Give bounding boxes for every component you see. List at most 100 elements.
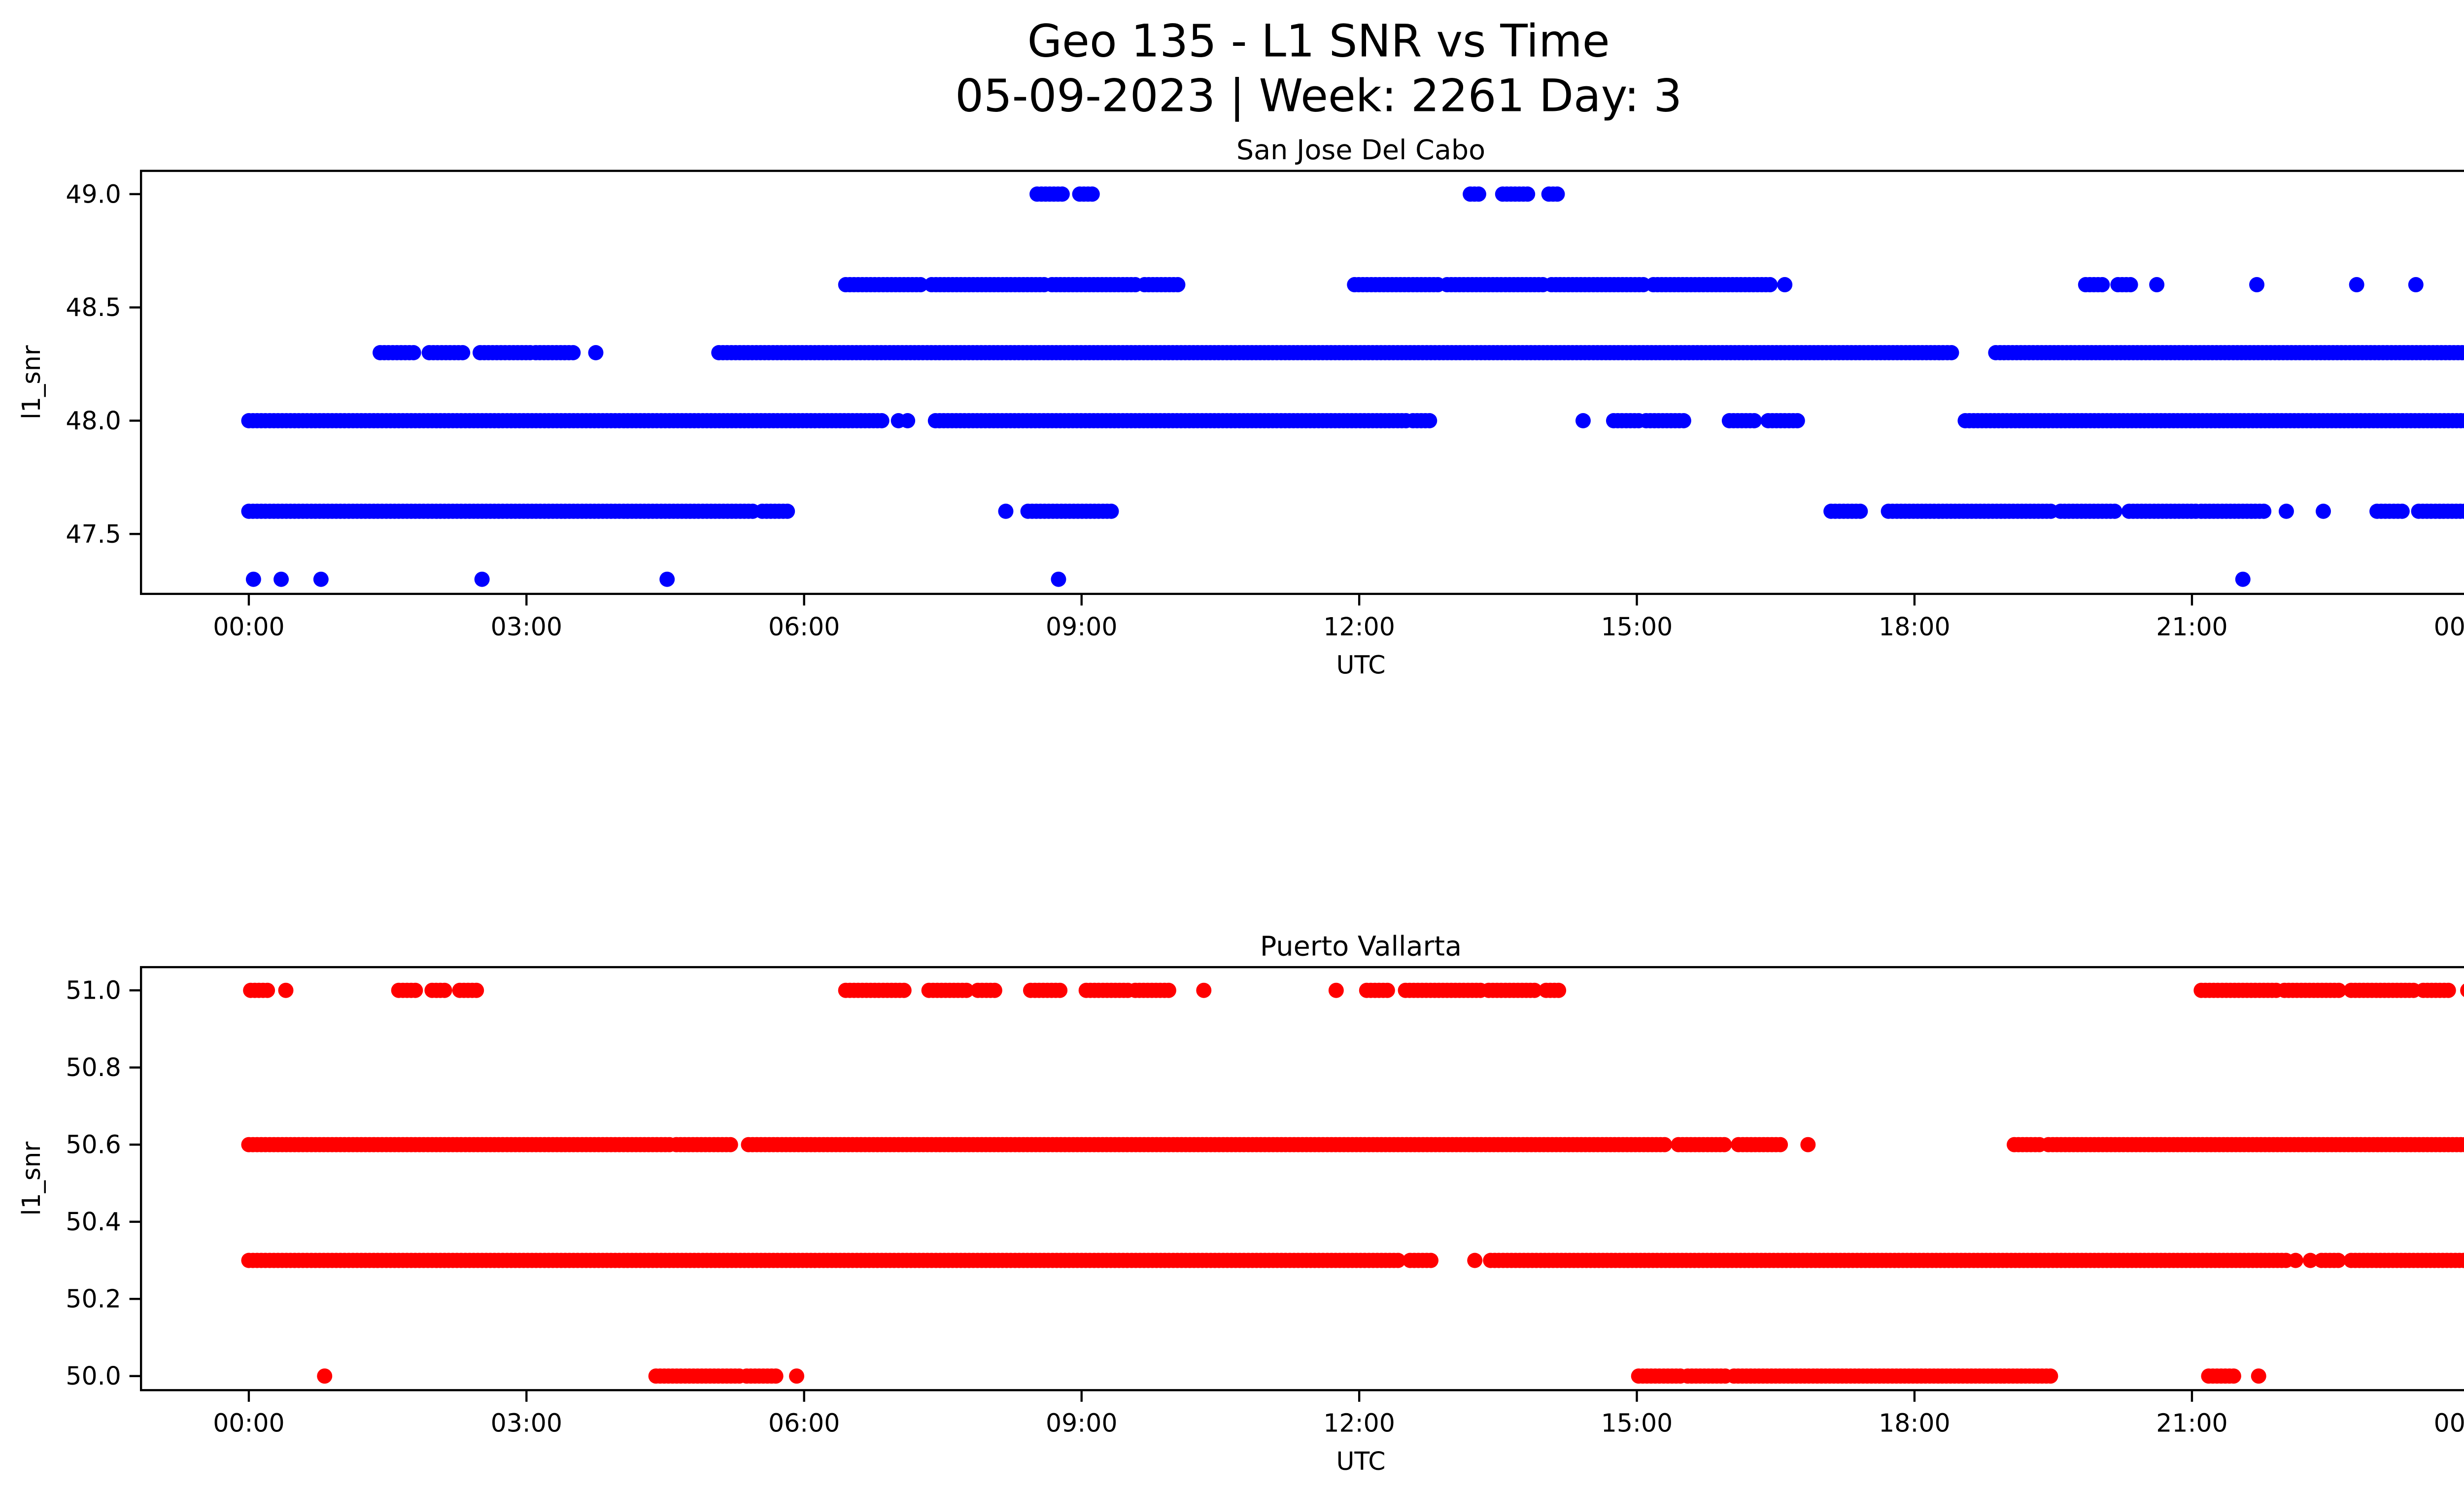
data-point — [1328, 982, 1344, 998]
subplot-san-jose-del-cabo: San Jose Del Cabo 00:00 03:00 06:00 09:00 12… — [17, 134, 2464, 679]
data-point — [1161, 982, 1176, 998]
y-tick-label: 48.0 — [66, 406, 121, 435]
subplot-title: Puerto Vallarta — [1260, 931, 1462, 963]
data-point — [1551, 982, 1567, 998]
data-point — [2149, 277, 2165, 293]
data-point — [1467, 1252, 1483, 1268]
x-tick-label: 12:00 — [1323, 612, 1395, 641]
data-point — [900, 413, 916, 428]
data-point — [1471, 186, 1486, 202]
data-point — [2330, 1252, 2346, 1268]
data-point — [2394, 503, 2410, 519]
data-point — [1390, 1252, 1406, 1268]
x-tick-label: 00:00 — [213, 612, 284, 641]
data-point — [2302, 1252, 2318, 1268]
x-tick-label: 06:00 — [768, 612, 840, 641]
data-point — [1054, 186, 1070, 202]
data-point — [437, 982, 452, 998]
x-axis-label: UTC — [1336, 650, 1385, 679]
y-axis-label: l1_snr — [17, 345, 46, 419]
data-point — [2460, 1253, 2464, 1267]
y-tick-label: 50.8 — [66, 1053, 121, 1082]
x-tick-label: 00:00 — [213, 1408, 284, 1437]
data-point — [1052, 982, 1068, 998]
data-point — [2331, 982, 2347, 998]
data-point — [2235, 571, 2251, 587]
data-point — [260, 982, 275, 998]
data-point — [896, 982, 912, 998]
data-point — [1762, 277, 1778, 293]
data-point — [565, 345, 581, 360]
x-tick-label: 03:00 — [491, 612, 562, 641]
y-axis-label: l1_snr — [17, 1142, 46, 1216]
data-point — [1423, 1252, 1439, 1268]
axis-ticks: 00:00 03:00 06:00 09:00 12:00 15:00 18:00 21:00… — [66, 179, 2464, 641]
y-tick-label: 49.0 — [66, 179, 121, 209]
data-point — [1422, 413, 1437, 428]
data-point — [2408, 277, 2424, 293]
data-point — [2461, 505, 2464, 518]
data-point — [913, 277, 928, 293]
data-point — [1657, 1137, 1673, 1152]
data-point — [474, 571, 490, 587]
data-point — [2107, 503, 2122, 519]
data-point — [2459, 345, 2464, 360]
data-point — [1716, 1137, 1732, 1152]
axes-frame — [139, 966, 2464, 1391]
y-tick-label: 48.5 — [66, 293, 121, 322]
y-tick-label: 47.5 — [66, 520, 121, 549]
y-tick-label: 50.4 — [66, 1207, 121, 1236]
data-point — [2251, 1368, 2266, 1384]
data-point — [455, 345, 471, 360]
axes-frame — [139, 170, 2464, 595]
data-point — [1379, 982, 1395, 998]
data-point — [1527, 982, 1542, 998]
y-tick-label: 50.2 — [66, 1285, 121, 1314]
data-point — [1520, 186, 1536, 202]
x-tick-label: 18:00 — [1879, 1408, 1950, 1437]
data-point — [2461, 1139, 2464, 1150]
figure-title-line1: Geo 135 - L1 SNR vs Time — [1027, 15, 1610, 67]
y-tick-label: 51.0 — [66, 976, 121, 1005]
data-point — [659, 571, 675, 587]
data-point — [2349, 277, 2364, 293]
data-point — [274, 571, 289, 587]
data-point — [987, 982, 1002, 998]
data-point — [768, 1368, 784, 1384]
data-point — [317, 1368, 333, 1384]
data-point — [588, 345, 604, 360]
x-axis-label: UTC — [1336, 1447, 1385, 1476]
x-tick-label: 15:00 — [1601, 1408, 1673, 1437]
y-tick-label: 50.0 — [66, 1361, 121, 1391]
data-point — [2457, 413, 2464, 428]
data-point — [2460, 983, 2464, 997]
x-tick-label: 09:00 — [1046, 1408, 1117, 1437]
x-tick-label: 09:00 — [1046, 612, 1117, 641]
y-tick-label: 50.6 — [66, 1130, 121, 1159]
data-point — [1549, 186, 1565, 202]
data-point — [1103, 503, 1119, 519]
data-point — [789, 1368, 805, 1384]
x-tick-label: 21:00 — [2156, 612, 2227, 641]
x-tick-label: 06:00 — [768, 1408, 840, 1437]
x-tick-label: 18:00 — [1879, 612, 1950, 641]
data-point — [1773, 1137, 1788, 1152]
data-point — [2288, 1252, 2303, 1268]
data-point — [958, 982, 974, 998]
data-point — [1944, 345, 1959, 360]
subplot-puerto-vallarta: Puerto Vallarta 00:00 03:00 06:00 09:00 12:0… — [17, 931, 2464, 1476]
data-point — [874, 413, 890, 428]
data-point — [2094, 277, 2110, 293]
data-point — [2225, 1368, 2241, 1384]
data-point — [469, 982, 484, 998]
data-point — [313, 571, 329, 587]
data-point — [722, 1137, 738, 1152]
data-point — [2457, 1137, 2464, 1152]
data-point — [2461, 415, 2464, 427]
scatter-series-blue — [241, 186, 2464, 587]
x-tick-label: 00:00 — [2434, 612, 2464, 641]
x-tick-label: 21:00 — [2156, 1408, 2227, 1437]
data-point — [1852, 503, 1868, 519]
